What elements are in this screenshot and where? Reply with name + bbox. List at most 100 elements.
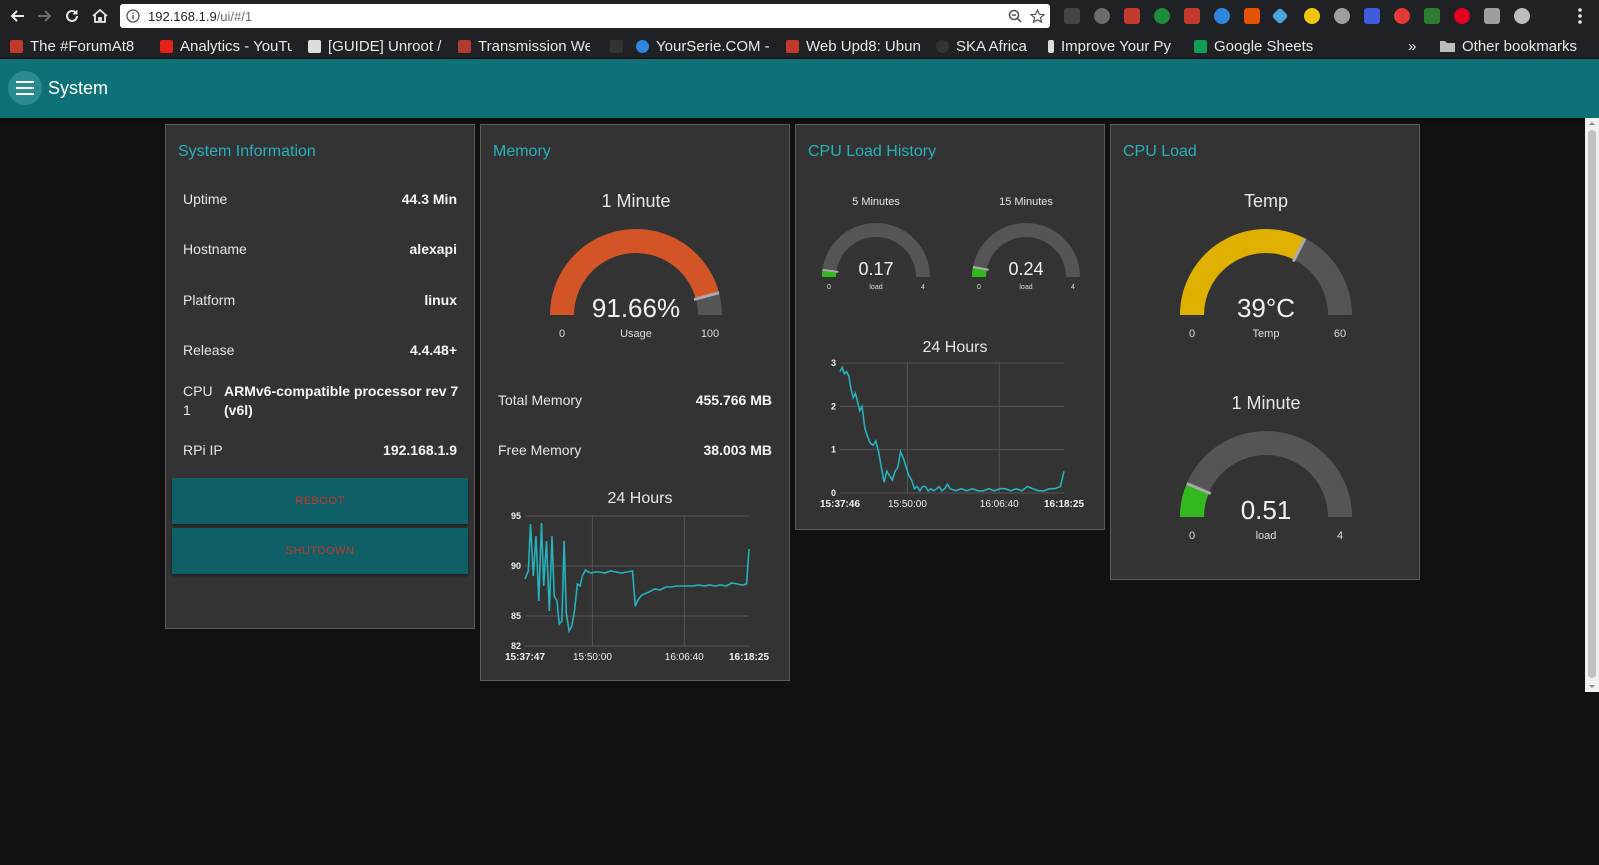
profile-icon[interactable] xyxy=(1514,8,1530,24)
page-scrollbar[interactable] xyxy=(1585,118,1599,692)
gauge-min-label: 0 xyxy=(827,284,831,291)
extension-icon[interactable] xyxy=(1064,8,1080,24)
card-title: CPU Load xyxy=(1123,143,1197,160)
calendar-icon[interactable] xyxy=(1364,8,1380,24)
pinterest-icon[interactable] xyxy=(1454,8,1470,24)
more-vert-icon[interactable] xyxy=(1568,4,1592,28)
extension-icon[interactable] xyxy=(1334,8,1350,24)
bookmark-label: Transmission We xyxy=(478,37,590,55)
zoom-icon[interactable] xyxy=(1006,8,1024,24)
cpu-load-history-chart: 3 2 1 015:37:46 15:50:00 16:06:40 16:18:25 xyxy=(820,358,1084,510)
bookmark-favicon-icon xyxy=(610,39,623,53)
home-icon[interactable] xyxy=(88,4,112,28)
bookmark-item[interactable]: Analytics - YouTu xyxy=(160,36,292,56)
card-title: System Information xyxy=(178,143,316,160)
total-memory-value: 455.766 MB xyxy=(695,392,772,408)
bookmark-star-icon[interactable] xyxy=(1028,8,1046,24)
gauge-fill xyxy=(972,266,987,278)
x-tick-label: 15:37:46 xyxy=(820,499,860,510)
bookmark-item[interactable]: Transmission We xyxy=(458,36,590,56)
diamond-icon[interactable] xyxy=(1271,7,1289,25)
y-tick-label: 82 xyxy=(511,641,521,651)
gauge-title: 5 Minutes xyxy=(852,196,900,208)
scroll-thumb[interactable] xyxy=(1588,130,1596,678)
system-information-card: System Information Uptime 44.3 Min Hostn… xyxy=(165,124,475,629)
uptime-label: Uptime xyxy=(183,191,228,207)
cpu-15-minute-gauge: 0.24 load 0 4 xyxy=(972,223,1080,291)
extension-icon[interactable] xyxy=(1124,8,1140,24)
back-arrow-icon[interactable] xyxy=(6,4,30,28)
card-title: CPU Load History xyxy=(808,143,937,160)
cpu-5-minute-gauge: 0.17 load 0 4 xyxy=(822,223,930,291)
office-icon[interactable] xyxy=(1244,8,1260,24)
y-tick-label: 90 xyxy=(511,561,521,571)
release-value: 4.4.48+ xyxy=(409,342,457,358)
shutdown-button[interactable]: SHUTDOWN xyxy=(172,528,468,574)
cpu-load-history-card: CPU Load History 5 Minutes 15 Minutes 0.… xyxy=(795,124,1105,530)
gauge-unit-label: Temp xyxy=(1253,328,1280,340)
other-bookmarks-label: Other bookmarks xyxy=(1462,37,1578,55)
bookmark-item[interactable]: SKA Africa xyxy=(936,36,1036,56)
gauge-max-label: 60 xyxy=(1334,328,1346,340)
bookmark-label: The #ForumAt8 xyxy=(30,37,135,55)
gauge-track xyxy=(822,223,930,278)
scroll-up-arrow-icon[interactable] xyxy=(1585,118,1599,128)
release-label: Release xyxy=(183,342,235,358)
bookmarks-overflow-button[interactable]: » xyxy=(1408,37,1417,55)
extension-icon[interactable] xyxy=(1394,8,1410,24)
adblock-icon[interactable] xyxy=(1184,8,1200,24)
cpu-value: ARMv6-compatible processor rev 7 (v6l) xyxy=(224,383,459,418)
gauge-min-label: 0 xyxy=(559,328,565,340)
gauge-track xyxy=(972,223,1080,278)
series-line xyxy=(839,365,1065,493)
info-icon[interactable] xyxy=(126,9,140,23)
gauge-unit-label: load xyxy=(869,284,882,291)
bookmark-item[interactable] xyxy=(610,36,630,56)
menu-button[interactable] xyxy=(8,71,42,105)
bookmark-item[interactable]: [GUIDE] Unroot / xyxy=(308,36,444,56)
forward-arrow-icon[interactable] xyxy=(32,4,56,28)
moon-icon[interactable] xyxy=(1304,8,1320,24)
series-line xyxy=(524,522,750,634)
bookmark-label: [GUIDE] Unroot / xyxy=(328,37,442,55)
bookmark-favicon-icon xyxy=(786,39,799,53)
platform-value: linux xyxy=(424,292,457,308)
download-icon[interactable] xyxy=(1424,8,1440,24)
extension-icon[interactable] xyxy=(1484,8,1500,24)
other-bookmarks-folder[interactable]: Other bookmarks xyxy=(1440,36,1599,56)
reload-icon[interactable] xyxy=(60,4,84,28)
gauge-value: 0.51 xyxy=(1241,495,1292,525)
rpi-ip-label: RPi IP xyxy=(183,442,223,458)
bookmark-item[interactable]: YourSerie.COM - xyxy=(636,36,776,56)
gauge-needle xyxy=(1186,482,1212,495)
scroll-down-arrow-icon[interactable] xyxy=(1585,682,1599,692)
extension-icon[interactable] xyxy=(1214,8,1230,24)
bookmark-item[interactable]: Google Sheets xyxy=(1194,36,1344,56)
bookmark-item[interactable]: The #ForumAt8 xyxy=(10,36,140,56)
gauge-max-label: 100 xyxy=(701,328,719,340)
bookmark-item[interactable]: Improve Your Py xyxy=(1048,36,1178,56)
bookmark-favicon-icon xyxy=(10,39,23,53)
gauge-needle xyxy=(822,268,839,273)
bookmark-favicon-icon xyxy=(636,39,649,53)
bookmark-item[interactable]: Web Upd8: Ubun xyxy=(786,36,926,56)
y-tick-label: 2 xyxy=(831,401,836,411)
address-bar[interactable]: 192.168.1.9/ui/#/1 xyxy=(120,4,1050,28)
gauge-title: 15 Minutes xyxy=(999,196,1053,208)
extension-icon[interactable] xyxy=(1094,8,1110,24)
gauge-title: 1 Minute xyxy=(601,191,671,211)
memory-usage-gauge: 91.66% Usage 0 100 xyxy=(550,229,722,340)
uptime-value: 44.3 Min xyxy=(401,191,457,207)
extension-icon[interactable] xyxy=(1154,8,1170,24)
page-title: System xyxy=(48,78,109,98)
transmission-icon xyxy=(458,39,471,53)
hostname-label: Hostname xyxy=(183,241,247,257)
bookmarks-bar: The #ForumAt8 Analytics - YouTu [GUIDE] … xyxy=(0,32,1599,59)
reboot-button[interactable]: REBOOT xyxy=(172,478,468,524)
chart-title: 24 Hours xyxy=(607,490,673,507)
free-memory-label: Free Memory xyxy=(498,442,582,458)
x-tick-label: 16:18:25 xyxy=(1044,499,1084,510)
bookmark-label: Google Sheets xyxy=(1214,37,1314,55)
hamburger-menu-icon xyxy=(16,81,34,95)
